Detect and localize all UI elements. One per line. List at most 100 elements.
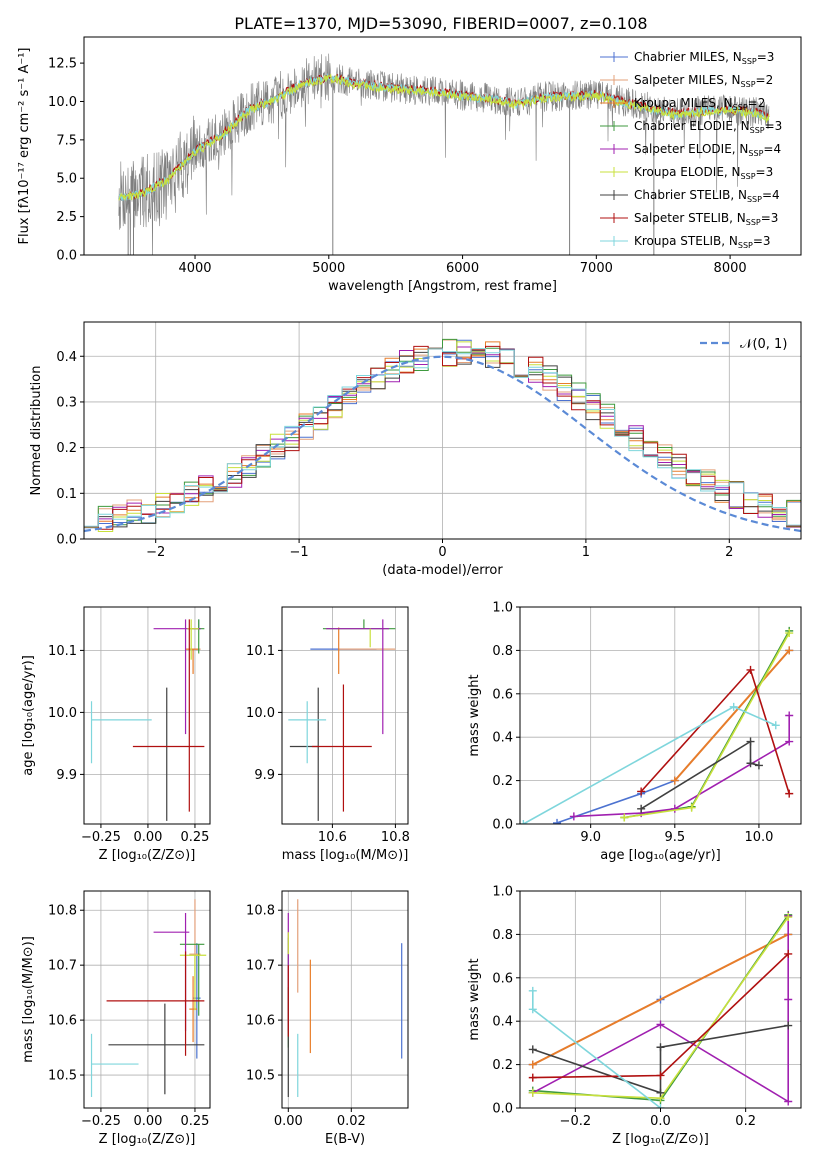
weight-marker xyxy=(656,1043,665,1052)
y-axis-label: mass [log₁₀(M/M⊙)] xyxy=(21,936,36,1063)
normal-curve xyxy=(84,355,801,533)
x-tick-label: 9.5 xyxy=(664,830,685,845)
residuals-frame: −2 −1 0 1 2 0.0 0.1 0.2 0.3 0.4 (data-model)/error… xyxy=(29,321,802,578)
age-vs-z-plot-area xyxy=(90,619,205,821)
weight-marker xyxy=(785,646,794,655)
y-tick-label: 0.6 xyxy=(492,687,513,702)
errorbar-point-7 xyxy=(311,684,372,812)
y-tick-label: 1.0 xyxy=(492,885,513,900)
x-tick-label: 0.02 xyxy=(337,1114,366,1129)
y-axis-label: mass weight xyxy=(467,958,482,1040)
weight-marker xyxy=(656,1020,665,1029)
weight-marker xyxy=(784,1097,793,1106)
x-axis-label: Z [log₁₀(Z/Z⊙)] xyxy=(99,848,196,863)
errorbar-point-2 xyxy=(189,976,197,1043)
figure-title: PLATE=1370, MJD=53090, FIBERID=0007, z=0… xyxy=(234,14,647,33)
x-tick-label: 10.6 xyxy=(318,830,347,845)
x-tick-label: 5000 xyxy=(312,261,345,276)
mass-vs-z-frame: −0.25 0.00 0.25 10.5 10.6 10.7 10.8 Z [log₁₀(Z/… xyxy=(21,890,211,1147)
weight-marker xyxy=(656,1071,665,1080)
x-tick-label: −0.25 xyxy=(81,830,121,845)
weight-marker xyxy=(784,949,793,958)
weight-marker xyxy=(528,1045,537,1054)
errorbar-point-3 xyxy=(322,619,396,630)
age-vs-mass-frame: 10.6 10.8 9.9 10.0 10.1 mass [log₁₀(M/M⊙)] xyxy=(246,606,410,863)
observed-spectrum xyxy=(118,53,770,255)
mass-vs-ebv-frame: 0.00 0.02 10.5 10.6 10.7 10.8 E(B-V) xyxy=(246,890,409,1147)
axes-frame xyxy=(281,890,409,1109)
y-tick-label: 10.6 xyxy=(246,1014,275,1029)
y-tick-label: 9.9 xyxy=(56,768,77,783)
weight-marker xyxy=(656,1088,665,1097)
x-axis-label: (data-model)/error xyxy=(382,563,503,578)
errorbar-point-4 xyxy=(153,619,201,735)
y-axis-label: age [log₁₀(age/yr)] xyxy=(21,655,36,776)
x-axis-label: Z [log₁₀(Z/Z⊙)] xyxy=(99,1132,196,1147)
weight-marker xyxy=(569,812,578,821)
y-tick-label: 10.7 xyxy=(48,959,77,974)
weight-marker xyxy=(528,986,537,995)
x-tick-label: 10.8 xyxy=(381,830,410,845)
spectrum-frame: 4000 5000 6000 7000 8000 0.0 2.5 5.0 7.5 10.0 12.5… xyxy=(17,36,802,294)
legend-entry: Salpeter ELODIE, NSSP=4 xyxy=(634,142,781,158)
errorbar-point-8 xyxy=(90,1033,139,1098)
errorbar-point-8 xyxy=(288,701,327,764)
residual-histogram-3 xyxy=(84,338,801,528)
errorbar-point-7 xyxy=(106,951,205,1056)
weight-marker xyxy=(784,1021,793,1030)
y-tick-label: 10.7 xyxy=(246,959,275,974)
weight-line-7 xyxy=(640,668,790,794)
weight-vs-age-frame: 9.0 9.5 10.0 0.0 0.2 0.4 0.6 0.8 1.0 age [log₁₀(a… xyxy=(467,601,802,863)
x-tick-label: 9.0 xyxy=(580,830,601,845)
weight-vs-z-plot-area xyxy=(528,910,793,1108)
x-tick-label: −0.2 xyxy=(560,1114,592,1129)
weight-marker xyxy=(785,789,794,798)
x-tick-label: 0.2 xyxy=(735,1114,756,1129)
residuals-legend: 𝒩(0, 1) xyxy=(700,337,787,352)
mass-vs-ebv-plot-area xyxy=(287,899,403,1098)
y-axis-label: Normed distribution xyxy=(29,366,44,496)
age-vs-mass-plot-area xyxy=(288,619,396,821)
y-tick-label: 10.0 xyxy=(48,95,77,110)
y-tick-label: 7.5 xyxy=(56,133,77,148)
weight-line-2 xyxy=(674,649,790,782)
model-spectrum-7 xyxy=(118,73,770,201)
x-axis-label: age [log₁₀(age/yr)] xyxy=(600,848,721,863)
spectrum-legend: Chabrier MILES, NSSP=3 Salpeter MILES, NS… xyxy=(600,50,782,250)
legend-entry: Salpeter MILES, NSSP=2 xyxy=(634,73,773,89)
weight-marker xyxy=(670,776,679,785)
residual-histogram-8 xyxy=(84,348,801,527)
model-spectrum-5 xyxy=(118,73,770,201)
weight-marker xyxy=(528,1060,537,1069)
weight-marker xyxy=(754,761,763,770)
weight-marker xyxy=(785,629,794,638)
weight-marker xyxy=(784,913,793,922)
x-tick-label: 0.25 xyxy=(180,1114,209,1129)
y-tick-label: 0.6 xyxy=(492,971,513,986)
y-tick-label: 5.0 xyxy=(56,172,77,187)
y-tick-label: 10.5 xyxy=(246,1069,275,1084)
x-tick-label: 0 xyxy=(438,545,446,560)
y-tick-label: 10.6 xyxy=(48,1014,77,1029)
legend-entry: Kroupa MILES, NSSP=2 xyxy=(634,96,765,112)
y-tick-label: 0.3 xyxy=(56,395,77,410)
weight-line-6 xyxy=(532,1024,789,1094)
x-tick-label: 1 xyxy=(582,545,590,560)
weight-marker xyxy=(553,818,562,824)
weight-marker xyxy=(528,1005,537,1014)
errorbar-point-4 xyxy=(326,619,390,735)
x-tick-label: 0.0 xyxy=(650,1114,671,1129)
y-tick-label: 0.2 xyxy=(492,1058,513,1073)
legend-entry: Chabrier STELIB, NSSP=4 xyxy=(634,188,780,204)
x-tick-label: 0.00 xyxy=(133,830,162,845)
mass-vs-ebv-axes xyxy=(282,891,408,1108)
x-tick-label: 6000 xyxy=(446,261,479,276)
weight-marker xyxy=(746,665,755,674)
weight-marker xyxy=(528,1073,537,1082)
x-axis-label: E(B-V) xyxy=(325,1132,365,1147)
x-tick-label: 0.25 xyxy=(180,830,209,845)
y-tick-label: 0.0 xyxy=(492,818,513,833)
weight-marker xyxy=(656,1104,665,1108)
x-tick-label: −0.25 xyxy=(81,1114,121,1129)
